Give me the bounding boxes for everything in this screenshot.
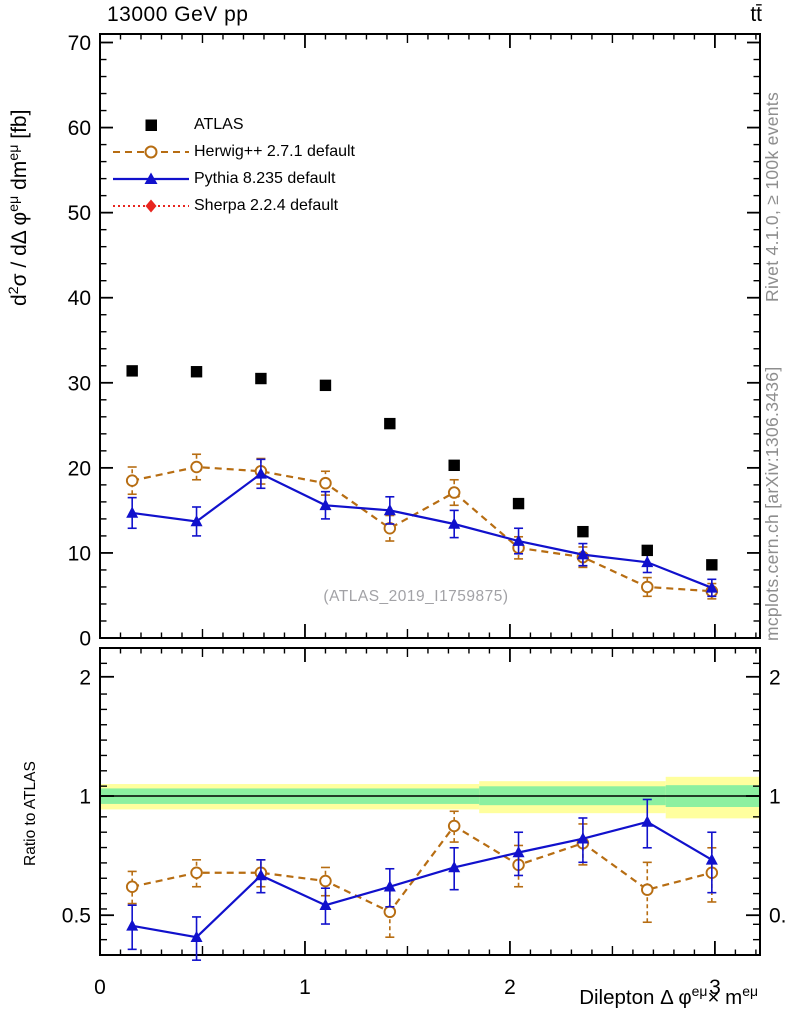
legend-item-pythia: Pythia 8.235 default [111, 165, 355, 192]
svg-text:0: 0 [79, 628, 91, 651]
svg-text:1: 1 [79, 786, 91, 809]
x-axis-label: Dilepton Δ φeμ× meμ [579, 983, 758, 1009]
svg-text:2: 2 [79, 666, 91, 689]
main-pythia-series [126, 458, 718, 598]
main-y-axis-label: d2σ / dΔ φeμ dmeμ [fb] [6, 109, 31, 306]
svg-text:2: 2 [769, 666, 781, 689]
svg-text:20: 20 [68, 457, 91, 480]
svg-text:1: 1 [769, 786, 781, 809]
pythia-line-triangle-icon [113, 172, 189, 184]
legend-label-atlas: ATLAS [194, 115, 244, 133]
legend-label-sherpa: Sherpa 2.2.4 default [194, 196, 339, 214]
legend-label-pythia: Pythia 8.235 default [194, 169, 336, 187]
svg-text:40: 40 [68, 287, 91, 310]
main-herwig-series [125, 453, 719, 600]
axis-ticks [99, 34, 760, 955]
svg-text:0.5: 0.5 [769, 905, 786, 928]
svg-text:2: 2 [504, 976, 516, 999]
ratio-y-axis-label: Ratio to ATLAS [22, 761, 39, 866]
ratio-uncertainty-bands [100, 776, 760, 819]
legend-item-herwig: Herwig++ 2.7.1 default [111, 138, 355, 165]
legend: ATLAS Herwig++ 2.7.1 default Pythia 8.23… [111, 111, 355, 219]
ratio-pythia-series [126, 798, 718, 961]
svg-text:0.5: 0.5 [62, 905, 91, 928]
process-label: tt̄ [750, 3, 762, 26]
legend-item-sherpa: Sherpa 2.2.4 default [111, 192, 355, 219]
legend-label-herwig: Herwig++ 2.7.1 default [194, 142, 355, 160]
svg-text:3: 3 [709, 976, 721, 999]
legend-item-atlas: ATLAS [111, 111, 355, 138]
svg-text:0: 0 [94, 976, 106, 999]
panel-frames [99, 33, 761, 956]
mcplots-reference-note: mcplots.cern.ch [arXiv:1306.3436] [762, 366, 782, 642]
svg-text:50: 50 [68, 202, 91, 225]
plot-title: 13000 GeV pp [107, 3, 249, 26]
main-atlas-points [126, 365, 718, 571]
atlas-square-icon [145, 119, 157, 131]
sherpa-dotted-diamond-icon [113, 199, 189, 212]
analysis-watermark: (ATLAS_2019_I1759875) [323, 588, 509, 605]
svg-text:70: 70 [68, 32, 91, 55]
svg-text:60: 60 [68, 117, 91, 140]
svg-text:30: 30 [68, 372, 91, 395]
svg-text:10: 10 [68, 542, 91, 565]
herwig-dashed-circle-icon [113, 145, 189, 158]
svg-text:1: 1 [299, 976, 311, 999]
rivet-version-note: Rivet 4.1.0, ≥ 100k events [762, 91, 782, 302]
